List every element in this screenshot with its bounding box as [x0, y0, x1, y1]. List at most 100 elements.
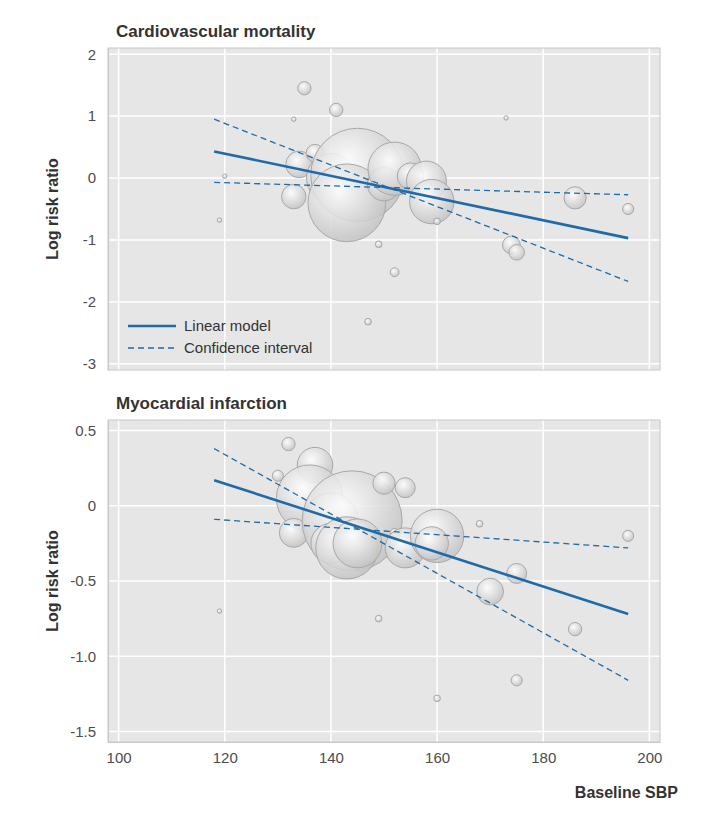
plot-background	[108, 48, 660, 370]
grid-line-y	[108, 430, 660, 432]
chart-root: -3 -2 -1 0 1 2 Cardiovascular mortality Log ris…	[0, 0, 702, 818]
legend-swatch	[128, 347, 176, 348]
y-tick-label: 0.5	[75, 422, 96, 439]
plot-background	[108, 420, 660, 742]
chart-panel: -1.5 -1.0 -0.5 0 0.5 100 120 140 160 180 200 Myocar…	[44, 394, 678, 801]
y-axis: -1.5 -1.0 -0.5 0 0.5	[70, 421, 108, 743]
x-tick-label: 200	[637, 749, 662, 766]
bubble	[623, 530, 634, 541]
y-tick: -0.5	[70, 572, 108, 589]
bubble-series	[217, 82, 633, 325]
axis-line	[109, 742, 661, 743]
axis-line	[108, 49, 109, 371]
x-tick-label: 160	[425, 749, 450, 766]
legend-swatch	[128, 325, 176, 328]
y-axis-title: Log risk ratio	[44, 530, 61, 632]
x-tick-label: 140	[319, 749, 344, 766]
y-axis-title: Log risk ratio	[44, 158, 61, 260]
bubble	[509, 245, 525, 261]
plot-frame	[108, 420, 660, 742]
bubble	[623, 203, 634, 214]
bubble	[375, 241, 382, 248]
y-tick-label: 1	[88, 107, 96, 124]
bubble	[298, 82, 311, 95]
bubble	[395, 478, 415, 498]
plot-frame	[108, 48, 660, 370]
y-tick: 1	[88, 107, 108, 124]
y-tick: -1.0	[70, 648, 108, 665]
grid-line-x	[649, 48, 651, 370]
bubble	[217, 609, 221, 613]
y-tick-label: -1.5	[70, 723, 96, 740]
model-line	[214, 480, 628, 614]
y-tick: 0.5	[75, 422, 108, 439]
grid-line-y	[108, 239, 660, 241]
bubble-series	[217, 437, 633, 701]
y-tick: -3	[83, 355, 108, 372]
chart-title: Cardiovascular mortality	[116, 22, 316, 41]
grid-line-x	[542, 48, 544, 370]
legend: Linear modelConfidence interval	[128, 317, 312, 356]
y-tick-label: -3	[83, 355, 96, 372]
y-tick-label: -2	[83, 293, 96, 310]
grid-line-y	[108, 363, 660, 365]
axis-line	[108, 421, 109, 743]
ci-line	[214, 519, 628, 548]
chart-title: Myocardial infarction	[116, 394, 287, 413]
bubble	[330, 103, 343, 116]
model-line	[214, 151, 628, 238]
y-tick: -1	[83, 231, 108, 248]
ci-line	[214, 449, 628, 681]
y-tick-label: -1	[83, 231, 96, 248]
grid	[108, 48, 660, 370]
bubble	[292, 117, 296, 121]
bubble	[410, 179, 454, 223]
y-tick-label: 0	[88, 169, 96, 186]
bubble	[511, 675, 522, 686]
x-tick-label: 120	[213, 749, 238, 766]
bubble	[390, 268, 399, 277]
bubble	[568, 622, 581, 635]
marks	[214, 82, 634, 325]
x-tick-label: 180	[531, 749, 556, 766]
bubble	[217, 218, 221, 222]
x-tick: 140	[319, 742, 344, 766]
y-tick-label: -1.0	[70, 648, 96, 665]
bubble	[365, 318, 372, 325]
y-tick-label: -0.5	[70, 572, 96, 589]
bubble	[504, 116, 508, 120]
ci-line	[214, 182, 628, 194]
bubble	[476, 520, 483, 527]
bubble	[434, 695, 441, 702]
grid-line-y	[108, 115, 660, 117]
grid-line-y	[108, 301, 660, 303]
y-tick-label: 0	[88, 497, 96, 514]
grid-line-x	[118, 48, 120, 370]
y-axis: -3 -2 -1 0 1 2	[83, 45, 109, 372]
x-tick-label: 100	[107, 749, 132, 766]
grid-line-y	[108, 655, 660, 657]
y-tick: 0	[88, 497, 108, 514]
x-tick: 200	[637, 742, 662, 766]
bubble	[564, 187, 586, 209]
y-tick-label: 2	[88, 45, 96, 62]
ci-line	[214, 119, 628, 281]
bubble	[434, 218, 441, 225]
x-tick: 100	[107, 742, 132, 766]
grid-line-y	[108, 53, 660, 55]
x-tick: 120	[213, 742, 238, 766]
x-tick: 180	[531, 742, 556, 766]
x-axis-title: Baseline SBP	[575, 784, 678, 801]
y-tick: 0	[88, 169, 108, 186]
grid	[108, 420, 660, 742]
x-tick: 160	[425, 742, 450, 766]
bubble	[477, 578, 504, 605]
bubble	[375, 615, 382, 622]
legend-label: Confidence interval	[184, 339, 312, 356]
grid-line-y	[108, 731, 660, 733]
y-tick: -2	[83, 293, 108, 310]
chart-panel: -3 -2 -1 0 1 2 Cardiovascular mortality Log ris…	[44, 22, 660, 372]
chart-svg: -3 -2 -1 0 1 2 Cardiovascular mortality Log ris…	[0, 0, 702, 818]
y-tick: 2	[88, 45, 108, 62]
grid-line-y	[108, 580, 660, 582]
